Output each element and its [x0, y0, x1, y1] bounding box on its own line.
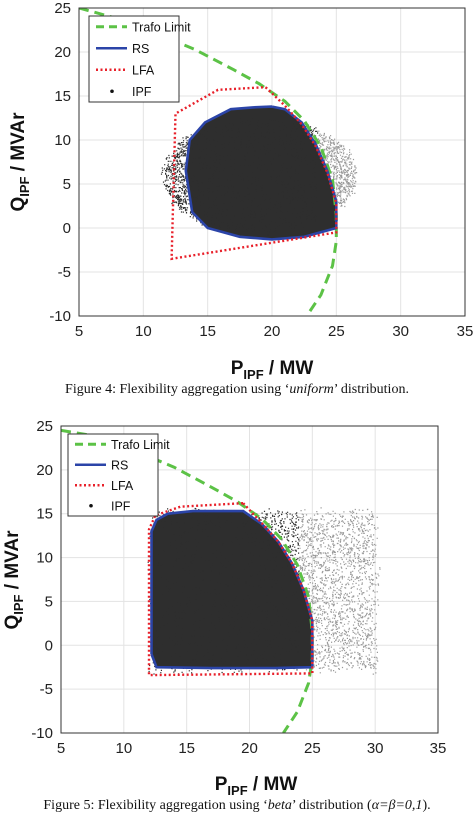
- y-tick-label: 15: [36, 506, 53, 523]
- x-tick-label: 5: [57, 740, 65, 757]
- ipf-points-edge: [160, 115, 319, 236]
- y-tick-label: -10: [49, 308, 71, 325]
- tick-labels: 5 10 15 20 25 30 35 -10 -5 0 5 10 15 20 25: [31, 418, 446, 757]
- legend: Trafo Limit RS LFA IPF: [67, 433, 170, 517]
- x-tick-label: 30: [367, 740, 384, 757]
- rs-line: [184, 105, 338, 241]
- legend-symbol-ipf: [110, 89, 114, 94]
- x-axis-label: PIPF / MW: [231, 358, 314, 382]
- x-tick-label: 10: [135, 323, 152, 340]
- ipf-scatter-cloud: [160, 106, 358, 240]
- series-lines: [79, 8, 338, 316]
- caption-5-end: ).: [422, 798, 430, 813]
- trafo-limit-line: [61, 428, 314, 733]
- x-tick-label: 30: [392, 323, 409, 340]
- rs-line: [150, 509, 314, 670]
- ipf-scatter-cloud: [147, 507, 381, 675]
- plot-frame: [78, 7, 466, 317]
- y-tick-label: 15: [54, 88, 71, 105]
- caption-4-suffix: ’ distribution.: [334, 382, 409, 397]
- legend-symbol-ipf: [89, 503, 93, 508]
- y-tick-label: -10: [31, 725, 53, 742]
- x-tick-label: 15: [199, 323, 216, 340]
- x-tick-label: 25: [304, 740, 321, 757]
- y-tick-label: 25: [54, 0, 71, 17]
- y-axis-label: QIPF / MVAr: [2, 530, 26, 630]
- grid-lines: [78, 7, 466, 317]
- caption-5-emphasis: beta: [268, 798, 292, 813]
- ipf-points-outside: [298, 507, 381, 675]
- x-tick-label: 15: [178, 740, 195, 757]
- x-tick-label: 10: [115, 740, 132, 757]
- y-tick-label: 20: [36, 462, 53, 479]
- legend-label-rs: RS: [111, 458, 128, 472]
- series-lines: [61, 428, 314, 733]
- x-tick-label: 35: [430, 740, 447, 757]
- axis-labels: PIPF / MW QIPF / MVAr: [8, 112, 313, 382]
- caption-figure-4: Figure 4: Flexibility aggregation using …: [65, 382, 409, 397]
- legend: Trafo Limit RS LFA IPF: [88, 15, 191, 103]
- y-tick-label: 10: [54, 132, 71, 149]
- x-axis-label: PIPF / MW: [215, 774, 298, 798]
- x-tick-label: 35: [457, 323, 474, 340]
- legend-box: [67, 433, 159, 517]
- plot-frame: [60, 425, 439, 734]
- legend-label-rs: RS: [132, 42, 149, 56]
- y-tick-label: -5: [40, 681, 53, 698]
- y-tick-label: 5: [45, 593, 53, 610]
- y-tick-label: 25: [36, 418, 53, 435]
- y-tick-label: 10: [36, 550, 53, 567]
- y-axis-label: QIPF / MVAr: [8, 112, 32, 212]
- x-tick-label: 5: [75, 323, 83, 340]
- lfa-line: [170, 86, 338, 261]
- y-tick-label: 0: [63, 220, 71, 237]
- y-tick-label: 0: [45, 637, 53, 654]
- caption-figure-5: Figure 5: Flexibility aggregation using …: [43, 798, 430, 813]
- caption-5-suffix: ’ distribution (: [292, 798, 372, 813]
- chart-figure-4: 5 10 15 20 25 30 35 -10 -5 0 5 10 15 20 25 PIPF / MW QI…: [8, 0, 473, 382]
- y-tick-label: -5: [58, 264, 71, 281]
- legend-label-trafo-limit: Trafo Limit: [132, 20, 191, 34]
- x-tick-label: 20: [241, 740, 258, 757]
- caption-5-params: α=β=0,1: [372, 798, 423, 813]
- y-tick-label: 5: [63, 176, 71, 193]
- legend-box: [88, 15, 180, 103]
- caption-4-emphasis: uniform: [289, 382, 333, 397]
- legend-label-lfa: LFA: [111, 479, 134, 493]
- axis-labels: PIPF / MW QIPF / MVAr: [2, 530, 297, 798]
- caption-5-prefix: Figure 5: Flexibility aggregation using …: [43, 798, 267, 813]
- ipf-points-edge: [147, 507, 300, 675]
- tick-labels: 5 10 15 20 25 30 35 -10 -5 0 5 10 15 20 25: [49, 0, 473, 340]
- legend-label-lfa: LFA: [132, 63, 155, 77]
- legend-label-ipf: IPF: [132, 85, 152, 99]
- ipf-points-dense: [185, 106, 337, 240]
- legend-label-ipf: IPF: [111, 499, 131, 513]
- legend-label-trafo-limit: Trafo Limit: [111, 438, 170, 452]
- chart-figure-5: 5 10 15 20 25 30 35 -10 -5 0 5 10 15 20 25 PIPF / MW QI…: [2, 418, 446, 798]
- y-tick-label: 20: [54, 44, 71, 61]
- x-tick-label: 25: [328, 323, 345, 340]
- caption-4-prefix: Figure 4: Flexibility aggregation using …: [65, 382, 289, 397]
- x-tick-label: 20: [264, 323, 281, 340]
